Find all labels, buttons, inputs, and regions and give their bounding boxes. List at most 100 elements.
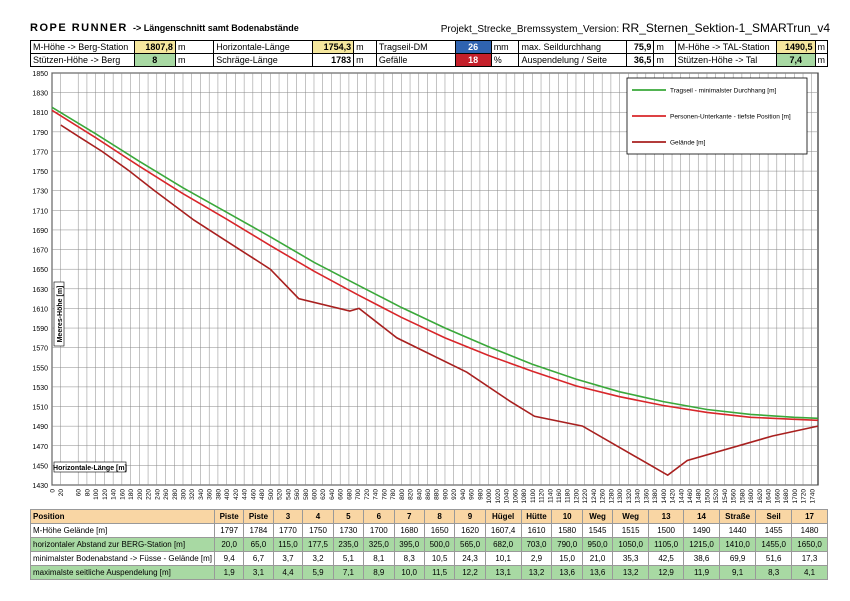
x-tick-label: 1440: [678, 489, 685, 504]
brand-title: ROPE RUNNER: [30, 22, 128, 34]
table-cell: 395,0: [393, 537, 425, 552]
table-cell: 10,0: [393, 565, 425, 580]
stuetzen-berg-value: 8: [133, 53, 176, 67]
x-tick-label: 800: [399, 489, 406, 500]
x-tick-label: 1640: [766, 489, 773, 504]
x-tick-label: 1160: [556, 489, 563, 503]
series-line-1: [51, 109, 818, 422]
x-tick-label: 1180: [565, 489, 572, 503]
row-label: M-Höhe Gelände [m]: [30, 523, 215, 538]
y-tick-label: 1530: [32, 385, 48, 392]
page-header: ROPE RUNNER -> Längenschnitt samt Bodena…: [30, 21, 830, 38]
x-tick-label: 1260: [600, 489, 607, 504]
x-tick-label: 1200: [573, 489, 580, 504]
page-subtitle: -> Längenschnitt samt Bodenabstände: [133, 23, 299, 33]
table-cell: 10,5: [423, 551, 456, 566]
table-cell: 38,6: [683, 551, 720, 566]
table-row: M-Höhe Gelände [m] 1797 1784 1770 1750 1730 17…: [30, 523, 828, 538]
x-tick-label: 900: [442, 489, 449, 500]
table-cell: 1545: [581, 523, 614, 538]
y-tick-label: 1850: [32, 71, 48, 78]
x-tick-label: 820: [408, 489, 415, 500]
x-tick-label: 920: [451, 489, 458, 500]
table-cell: 42,5: [648, 551, 685, 566]
table-cell: Weg: [581, 509, 614, 524]
table-cell: Piste: [213, 509, 245, 524]
x-tick-label: 20: [58, 489, 65, 497]
y-tick-label: 1450: [32, 463, 48, 470]
x-tick-label: 1660: [774, 489, 781, 504]
table-cell: 20,0: [213, 537, 245, 552]
table-cell: 1650,0: [791, 537, 828, 552]
table-cell: 950,0: [581, 537, 614, 552]
unit: m: [174, 53, 215, 67]
y-axis-label: Meeres-Höhe [m]: [57, 286, 64, 343]
y-tick-label: 1730: [32, 189, 48, 196]
table-cell: 4,4: [272, 565, 304, 580]
table-cell: 3,1: [243, 565, 274, 580]
table-cell: 565,0: [454, 537, 486, 552]
x-tick-label: 1340: [635, 489, 642, 504]
x-tick-label: 360: [207, 489, 214, 500]
table-cell: 10,1: [484, 551, 522, 566]
x-tick-label: 1080: [521, 489, 528, 504]
table-cell: 177,5: [302, 537, 334, 552]
x-tick-label: 480: [259, 489, 266, 500]
table-cell: 235,0: [332, 537, 365, 552]
x-tick-label: 720: [364, 489, 371, 500]
x-tick-label: 1600: [748, 489, 755, 504]
table-cell: 3: [272, 509, 304, 524]
x-tick-label: 1620: [757, 489, 764, 504]
y-tick-label: 1470: [32, 444, 48, 451]
y-tick-label: 1630: [32, 287, 48, 294]
y-tick-label: 1810: [32, 110, 48, 117]
stuetzen-tal-label: Stützen-Höhe -> Tal: [674, 53, 777, 67]
x-tick-label: 380: [215, 489, 222, 500]
table-cell: 1770: [272, 523, 304, 538]
x-tick-label: 1500: [704, 489, 711, 504]
x-tick-label: 640: [329, 489, 336, 500]
table-cell: 1490: [683, 523, 720, 538]
x-tick-label: 80: [84, 489, 91, 497]
table-cell: 3,2: [302, 551, 334, 566]
table-cell: 13,6: [581, 565, 614, 580]
x-tick-label: 1520: [713, 489, 720, 504]
table-cell: 325,0: [363, 537, 395, 552]
table-cell: 2,9: [520, 551, 553, 566]
table-cell: 1050,0: [612, 537, 650, 552]
x-tick-label: 1720: [801, 489, 808, 504]
table-cell: 1620: [454, 523, 486, 538]
x-tick-label: 420: [233, 489, 240, 500]
x-tick-label: 140: [111, 489, 118, 500]
table-cell: 115,0: [272, 537, 304, 552]
table-row: minimalster Bodenabstand -> Füsse - Gelä…: [30, 551, 828, 566]
table-cell: 8: [423, 509, 456, 524]
table-cell: Piste: [243, 509, 274, 524]
x-tick-label: 200: [137, 489, 144, 500]
x-tick-label: 1220: [582, 489, 589, 504]
x-tick-label: 1100: [530, 489, 537, 503]
x-tick-label: 500: [268, 489, 275, 500]
ylabel-box: [53, 281, 65, 347]
x-tick-label: 520: [277, 489, 284, 500]
gefaelle-label: Gefälle: [375, 53, 456, 67]
x-tick-label: 1320: [626, 489, 633, 504]
y-tick-label: 1690: [32, 228, 48, 235]
parameter-table: M-Höhe -> Berg-Station 1807,8 m Horizont…: [30, 40, 828, 67]
x-tick-label: 1240: [591, 489, 598, 504]
legend-label: Tragseil - minimalster Durchhang [m]: [670, 88, 777, 95]
table-cell: 8,3: [755, 565, 793, 580]
x-tick-label: 540: [285, 489, 292, 500]
table-cell: 1215,0: [683, 537, 720, 552]
mhoehe-tal-value: 1490,5: [775, 40, 816, 54]
y-tick-label: 1650: [32, 267, 48, 274]
table-cell: 7,1: [332, 565, 365, 580]
table-cell: 11,5: [423, 565, 456, 580]
row-label: Position: [30, 509, 215, 524]
x-tick-label: 220: [146, 489, 153, 500]
table-cell: 13,2: [520, 565, 553, 580]
schraeg-value: 1783: [311, 53, 355, 67]
table-cell: 14: [683, 509, 720, 524]
x-tick-label: 880: [434, 489, 441, 500]
x-axis-ticks: 0 20 60 80 100 120 140 160 180 200 220 240 260 280 300…: [50, 489, 817, 504]
